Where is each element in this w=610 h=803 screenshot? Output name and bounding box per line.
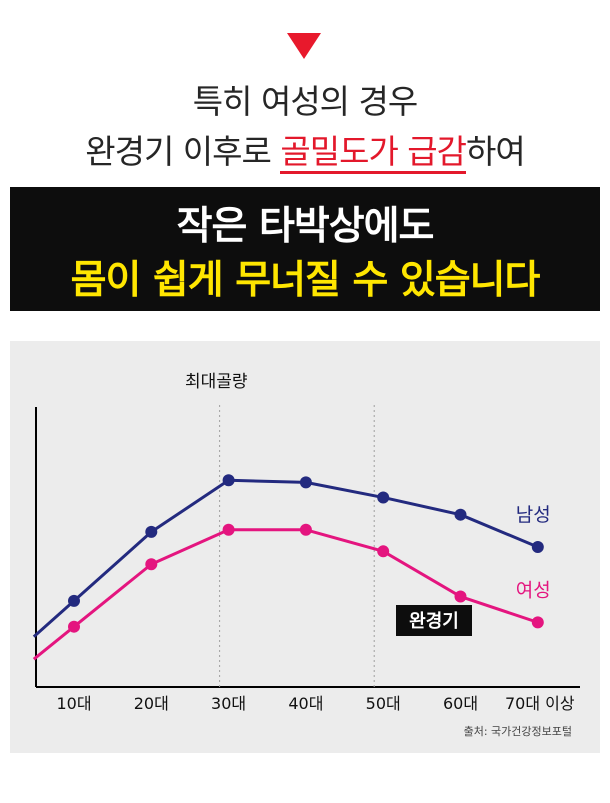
x-tick-label: 40대 [288,694,323,713]
data-point-female-4 [377,545,390,558]
x-tick-label: 30대 [211,694,246,713]
menopause-badge: 완경기 [396,605,472,636]
source-note: 출처: 국가건강정보포털 [464,725,572,738]
data-point-female-6 [531,616,544,629]
data-point-male-3 [299,476,312,489]
data-point-female-3 [299,523,312,536]
banner-line-2: 몸이 쉽게 무너질 수 있습니다 [70,258,541,303]
banner-line-1: 작은 타박상에도 [176,204,435,249]
x-tick-label: 20대 [134,694,169,713]
x-tick-label: 60대 [443,694,478,713]
intro-line-1: 특히 여성의 경우 [192,82,419,121]
data-point-male-0 [68,594,80,607]
bone-mass-chart: 10대 20대 30대 40대 50대 60대 70대 이상 최대골량 완경기 남성 여성 … [32,372,580,738]
intro-line-2-tail: 하여 [466,132,526,171]
data-point-female-5 [454,590,467,603]
data-point-female-1 [145,558,158,571]
x-tick-label: 10대 [56,694,91,713]
warning-banner: 작은 타박상에도 몸이 쉽게 무너질 수 있습니다 [10,187,600,311]
intro-line-2: 완경기 이후로 골밀도가 급감하여 [0,125,610,174]
intro-line-2-lead: 완경기 이후로 [85,132,281,171]
x-tick-label: 70대 이상 [505,694,575,713]
data-point-male-5 [454,508,467,521]
data-point-male-6 [531,541,544,553]
series-line-male [32,478,539,638]
data-point-male-1 [145,525,158,538]
series-line-female [32,528,539,661]
data-point-male-4 [377,491,390,504]
data-point-female-0 [68,620,80,633]
series-label-male: 남성 [516,504,551,526]
series-label-female: 여성 [516,579,551,601]
chart-panel [10,341,600,753]
menopause-label: 완경기 [409,611,459,632]
data-point-male-2 [222,474,235,487]
x-tick-label: 50대 [366,694,401,713]
highlight-bone-density: 골밀도가 급감 [280,132,467,174]
down-triangle-icon [287,33,321,59]
peak-bone-mass-label: 최대골량 [185,372,248,392]
data-point-female-2 [222,523,235,536]
